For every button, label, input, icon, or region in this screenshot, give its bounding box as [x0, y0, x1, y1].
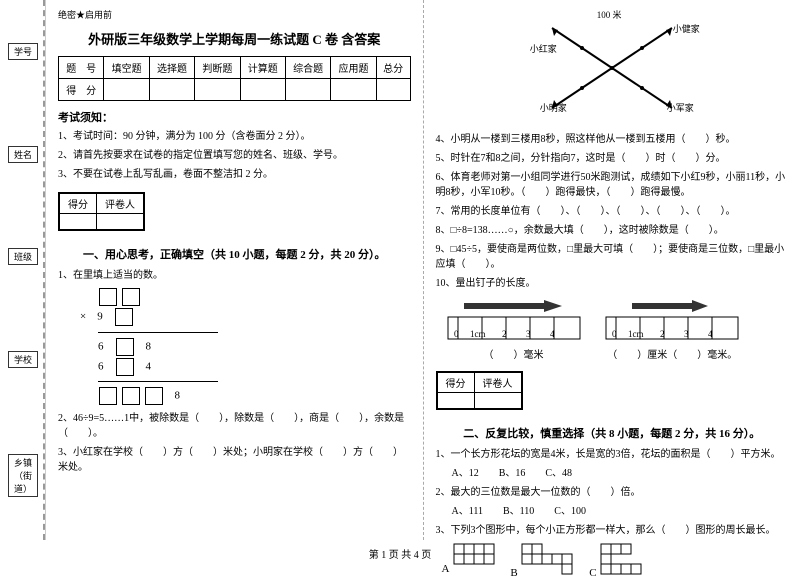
blank-box[interactable]	[99, 288, 117, 306]
svg-text:4: 4	[550, 329, 555, 339]
digit: 8	[146, 340, 152, 352]
q8: 8、□÷8=138……○，余数最大填（ ），这时被除数是（ ）。	[436, 223, 789, 238]
ruler-2-label: （ ）厘米（ ）毫米。	[602, 346, 742, 361]
ruler-1-label: （ ）毫米	[444, 346, 584, 361]
section-1-title: 一、用心思考，正确填空（共 10 小题，每题 2 分，共 20 分）。	[58, 246, 411, 262]
h6: 综合题	[285, 57, 330, 79]
grade-score: 得分	[60, 194, 97, 214]
q1-text: 1、在里填上适当的数。	[58, 268, 411, 283]
q3: 3、小红家在学校（ ）方（ ）米处；小明家在学校（ ）方（ ）米处。	[58, 445, 411, 475]
svg-text:2: 2	[660, 329, 665, 339]
blank-box[interactable]	[145, 387, 163, 405]
s2q2-opts: A、111 B、110 C、100	[436, 504, 789, 519]
grade-box-2: 得分 评卷人	[436, 371, 523, 410]
q9: 9、□45÷5，要使商是两位数，□里最大可填（ ）；要使商是三位数，□里最小应填…	[436, 242, 789, 272]
blank-box[interactable]	[122, 387, 140, 405]
binding-labels: 学号 姓名 班级 学校 乡镇（街道）	[8, 0, 38, 540]
svg-text:1cm: 1cm	[628, 329, 644, 339]
blank-box[interactable]	[116, 358, 134, 376]
compass-ne: 小健家	[673, 22, 700, 35]
h3: 选择题	[149, 57, 194, 79]
binding-margin: 学号 姓名 班级 学校 乡镇（街道）	[0, 0, 46, 540]
classification-label: 绝密★启用前	[58, 8, 411, 21]
binding-box-xingming: 姓名	[8, 146, 38, 163]
notice-title: 考试须知：	[58, 109, 411, 125]
shape-c-label: C	[589, 567, 596, 579]
compass-nw: 小红家	[530, 42, 557, 55]
svg-text:2: 2	[502, 329, 507, 339]
page-footer: 第 1 页 共 4 页	[0, 546, 800, 561]
right-column: 100 米 小健家 小红家 小明家 小军家 4、小明从一楼到三楼用8秒，照这样他…	[424, 0, 800, 540]
mult-sign: × 9	[80, 311, 103, 323]
row-label: 得 分	[59, 79, 104, 101]
grade-score: 得分	[437, 373, 474, 393]
s2q1: 1、一个长方形花坛的宽是4米，长是宽的3倍，花坛的面积是（ ）平方米。	[436, 447, 789, 462]
q10: 10、量出钉子的长度。	[436, 276, 789, 291]
q1-math: × 9 6 8 6 4 8	[98, 287, 411, 407]
digit: 8	[175, 390, 181, 402]
blank-box[interactable]	[116, 338, 134, 356]
s2q3: 3、下列3个图形中，每个小正方形都一样大，那么（ ）图形的周长最长。	[436, 523, 789, 538]
exam-title: 外研版三年级数学上学期每周一练试题 C 卷 含答案	[58, 29, 411, 48]
underline	[98, 332, 218, 333]
s2q1-opts: A、12 B、16 C、48	[436, 466, 789, 481]
notice-2: 2、请首先按要求在试卷的指定位置填写您的姓名、班级、学号。	[58, 148, 411, 163]
grade-marker: 评卷人	[97, 194, 144, 214]
ruler-1: 0 1cm 2 3 4 （ ）毫米	[444, 299, 584, 361]
section-2-title: 二、反复比较，慎重选择（共 8 小题，每题 2 分，共 16 分）。	[436, 425, 789, 441]
compass-sw: 小明家	[540, 101, 567, 114]
notice-3: 3、不要在试卷上乱写乱画，卷面不整洁扣 2 分。	[58, 167, 411, 182]
svg-text:4: 4	[708, 329, 713, 339]
h2: 填空题	[104, 57, 149, 79]
notice-1: 1、考试时间：90 分钟，满分为 100 分（含卷面分 2 分）。	[58, 129, 411, 144]
page-container: 学号 姓名 班级 学校 乡镇（街道） 绝密★启用前 外研版三年级数学上学期每周一…	[0, 0, 800, 540]
underline	[98, 381, 218, 382]
h5: 计算题	[240, 57, 285, 79]
blank-box[interactable]	[99, 387, 117, 405]
q7: 7、常用的长度单位有（ ）、（ ）、（ ）、（ ）、（ ）。	[436, 204, 789, 219]
compass-top: 100 米	[597, 8, 622, 21]
left-column: 绝密★启用前 外研版三年级数学上学期每周一练试题 C 卷 含答案 题 号 填空题…	[46, 0, 424, 540]
svg-text:3: 3	[526, 329, 531, 339]
score-table: 题 号 填空题 选择题 判断题 计算题 综合题 应用题 总分 得 分	[58, 56, 411, 101]
q2: 2、46÷9=5……1中，被除数是（ ），除数是（ ），商是（ ），余数是（ ）…	[58, 411, 411, 441]
binding-box-xiangzhen: 乡镇（街道）	[8, 454, 38, 497]
binding-dashed-line	[43, 0, 45, 540]
ruler-2: 0 1cm 2 3 4 （ ）厘米（ ）毫米。	[602, 299, 742, 361]
q5: 5、时针在7和8之间，分针指向7，这时是（ ）时（ ）分。	[436, 151, 789, 166]
digit: 6	[98, 361, 104, 373]
h4: 判断题	[195, 57, 240, 79]
binding-box-banji: 班级	[8, 248, 38, 265]
compass-se: 小军家	[667, 101, 694, 114]
digit: 4	[146, 361, 152, 373]
grade-marker: 评卷人	[474, 373, 521, 393]
svg-text:0: 0	[612, 329, 617, 339]
digit: 6	[98, 340, 104, 352]
blank-box[interactable]	[115, 308, 133, 326]
q4: 4、小明从一楼到三楼用8秒，照这样他从一楼到五楼用（ ）秒。	[436, 132, 789, 147]
h7: 应用题	[331, 57, 376, 79]
svg-text:3: 3	[684, 329, 689, 339]
score-header-row: 题 号 填空题 选择题 判断题 计算题 综合题 应用题 总分	[59, 57, 411, 79]
svg-text:0: 0	[454, 329, 459, 339]
blank-box[interactable]	[122, 288, 140, 306]
binding-box-xuehao: 学号	[8, 43, 38, 60]
h1: 题 号	[59, 57, 104, 79]
score-value-row: 得 分	[59, 79, 411, 101]
rulers: 0 1cm 2 3 4 （ ）毫米 0 1cm 2 3 4 （ ）厘米（ ）毫米。	[436, 295, 789, 365]
h8: 总分	[376, 57, 410, 79]
q6: 6、体育老师对第一小组同学进行50米跑测试，成绩如下小红9秒，小丽11秒，小明8…	[436, 170, 789, 200]
binding-box-xuexiao: 学校	[8, 351, 38, 368]
compass-diagram: 100 米 小健家 小红家 小明家 小军家	[522, 8, 702, 128]
svg-text:1cm: 1cm	[470, 329, 486, 339]
shape-b-label: B	[510, 567, 517, 579]
s2q2: 2、最大的三位数是最大一位数的（ ）倍。	[436, 485, 789, 500]
grade-box: 得分 评卷人	[58, 192, 145, 231]
